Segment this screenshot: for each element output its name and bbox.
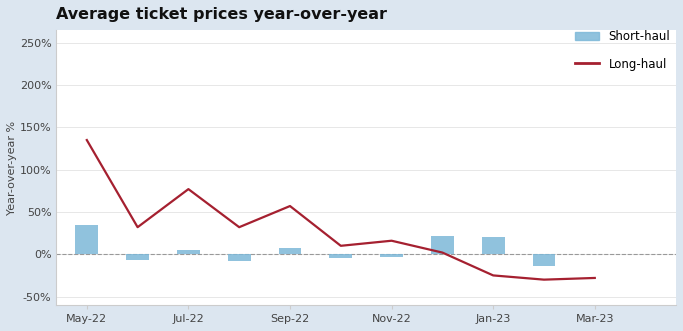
Bar [126,254,149,260]
Bar [431,236,454,254]
Bar [75,225,98,254]
Text: Average ticket prices year-over-year: Average ticket prices year-over-year [56,7,387,22]
Y-axis label: Year-over-year %: Year-over-year % [7,120,17,214]
Bar [533,254,555,266]
Bar [482,237,505,254]
Bar [279,248,301,254]
Bar [380,254,403,257]
Bar [227,254,251,261]
Legend: Short-haul, Long-haul: Short-haul, Long-haul [575,30,670,71]
Bar [329,254,352,259]
Bar [177,250,200,254]
